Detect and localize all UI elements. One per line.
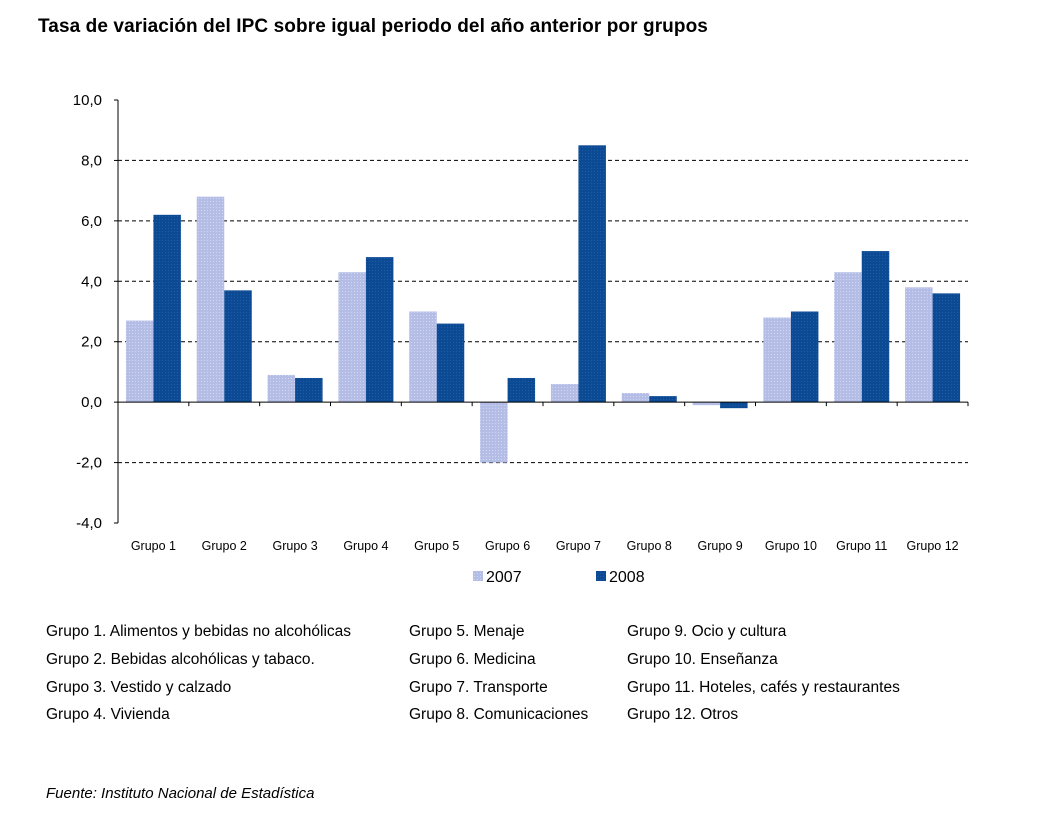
bar-2008-9	[720, 402, 748, 409]
x-tick-label: Grupo 3	[272, 539, 317, 553]
bars	[125, 145, 961, 463]
glossary-item: Grupo 9. Ocio y cultura	[627, 623, 787, 640]
glossary-column-2: Grupo 5. Menaje Grupo 6. Medicina Grupo …	[409, 618, 588, 729]
legend-swatch-2008	[596, 571, 606, 581]
glossary-item: Grupo 7. Transporte	[409, 678, 548, 696]
bar-2007-1	[125, 320, 154, 403]
glossary-item: Grupo 1. Alimentos y bebidas no alcohóli…	[46, 623, 352, 640]
bar-2007-6	[480, 402, 508, 463]
x-tick-label: Grupo 2	[202, 539, 247, 553]
legend-label-2008: 2008	[609, 569, 645, 586]
x-tick-label: Grupo 6	[485, 539, 530, 553]
bar-2008-2	[224, 290, 252, 403]
y-tick-label: 2,0	[81, 334, 102, 351]
bar-2007-2	[196, 196, 225, 403]
bar-2008-11	[861, 251, 890, 403]
glossary-item: Grupo 4. Vivienda	[46, 706, 170, 724]
bar-2008-6	[507, 377, 536, 403]
y-tick-label: -4,0	[76, 515, 102, 532]
glossary-item: Grupo 10. Enseñanza	[627, 650, 778, 668]
bar-chart: 10,0 8,0 6,0 4,0 2,0 0,0 -2,0 -4,0 Grupo 1 Grupo …	[73, 92, 969, 586]
bar-2008-10	[790, 311, 819, 403]
bar-2008-4	[365, 257, 394, 403]
glossary-item: Grupo 5. Menaje	[409, 623, 525, 640]
x-tick-label: Grupo 4	[343, 539, 388, 553]
bar-2007-9	[692, 402, 721, 406]
y-tick-label: 6,0	[81, 213, 102, 230]
axes	[114, 99, 969, 524]
legend: 2007 2008	[473, 569, 645, 586]
x-tick-label: Grupo 11	[836, 539, 887, 553]
chart-title: Tasa de variación del IPC sobre igual pe…	[38, 16, 708, 37]
bar-2007-12	[905, 287, 933, 403]
bar-2008-1	[153, 214, 181, 403]
x-tick-label: Grupo 8	[627, 539, 672, 553]
x-tick-label: Grupo 10	[765, 539, 817, 553]
x-tick-label: Grupo 1	[131, 539, 176, 553]
bar-2008-7	[578, 145, 606, 403]
y-tick-label: 8,0	[81, 152, 102, 169]
y-tick-label: 0,0	[81, 394, 102, 411]
x-tick-label: Grupo 9	[697, 539, 742, 553]
bar-2008-5	[436, 323, 465, 403]
y-tick-label: 4,0	[81, 273, 102, 290]
bar-2007-4	[338, 272, 366, 403]
y-tick-label: 10,0	[73, 92, 102, 109]
glossary-item: Grupo 6. Medicina	[409, 650, 536, 668]
glossary-item: Grupo 2. Bebidas alcohólicas y tabaco.	[46, 650, 315, 668]
bar-2007-8	[621, 393, 650, 403]
x-tick-label: Grupo 7	[556, 539, 601, 553]
glossary-item: Grupo 12. Otros	[627, 706, 739, 724]
glossary-column-1: Grupo 1. Alimentos y bebidas no alcohóli…	[46, 618, 351, 729]
x-tick-label: Grupo 12	[907, 539, 959, 553]
legend-swatch-2007	[473, 571, 483, 581]
bar-2007-5	[409, 311, 437, 403]
bar-2007-3	[267, 374, 296, 403]
glossary-column-3: Grupo 9. Ocio y cultura Grupo 10. Enseña…	[627, 618, 900, 729]
source-note: Fuente: Instituto Nacional de Estadístic…	[46, 785, 315, 802]
bar-2008-8	[649, 396, 677, 403]
bar-2007-7	[550, 384, 579, 403]
y-tick-label: -2,0	[76, 455, 102, 472]
grid-lines	[118, 159, 968, 464]
glossary-item: Grupo 11. Hoteles, cafés y restaurantes	[627, 678, 900, 696]
bar-2007-11	[834, 272, 862, 403]
bar-2008-12	[932, 293, 961, 403]
glossary-item: Grupo 3. Vestido y calzado	[46, 678, 232, 696]
legend-label-2007: 2007	[486, 569, 522, 586]
x-tick-label: Grupo 5	[414, 539, 459, 553]
bar-2007-10	[763, 317, 791, 403]
bar-2008-3	[295, 377, 323, 403]
glossary-item: Grupo 8. Comunicaciones	[409, 706, 589, 724]
axis-labels: 10,0 8,0 6,0 4,0 2,0 0,0 -2,0 -4,0 Grupo 1 Grupo …	[73, 92, 959, 553]
